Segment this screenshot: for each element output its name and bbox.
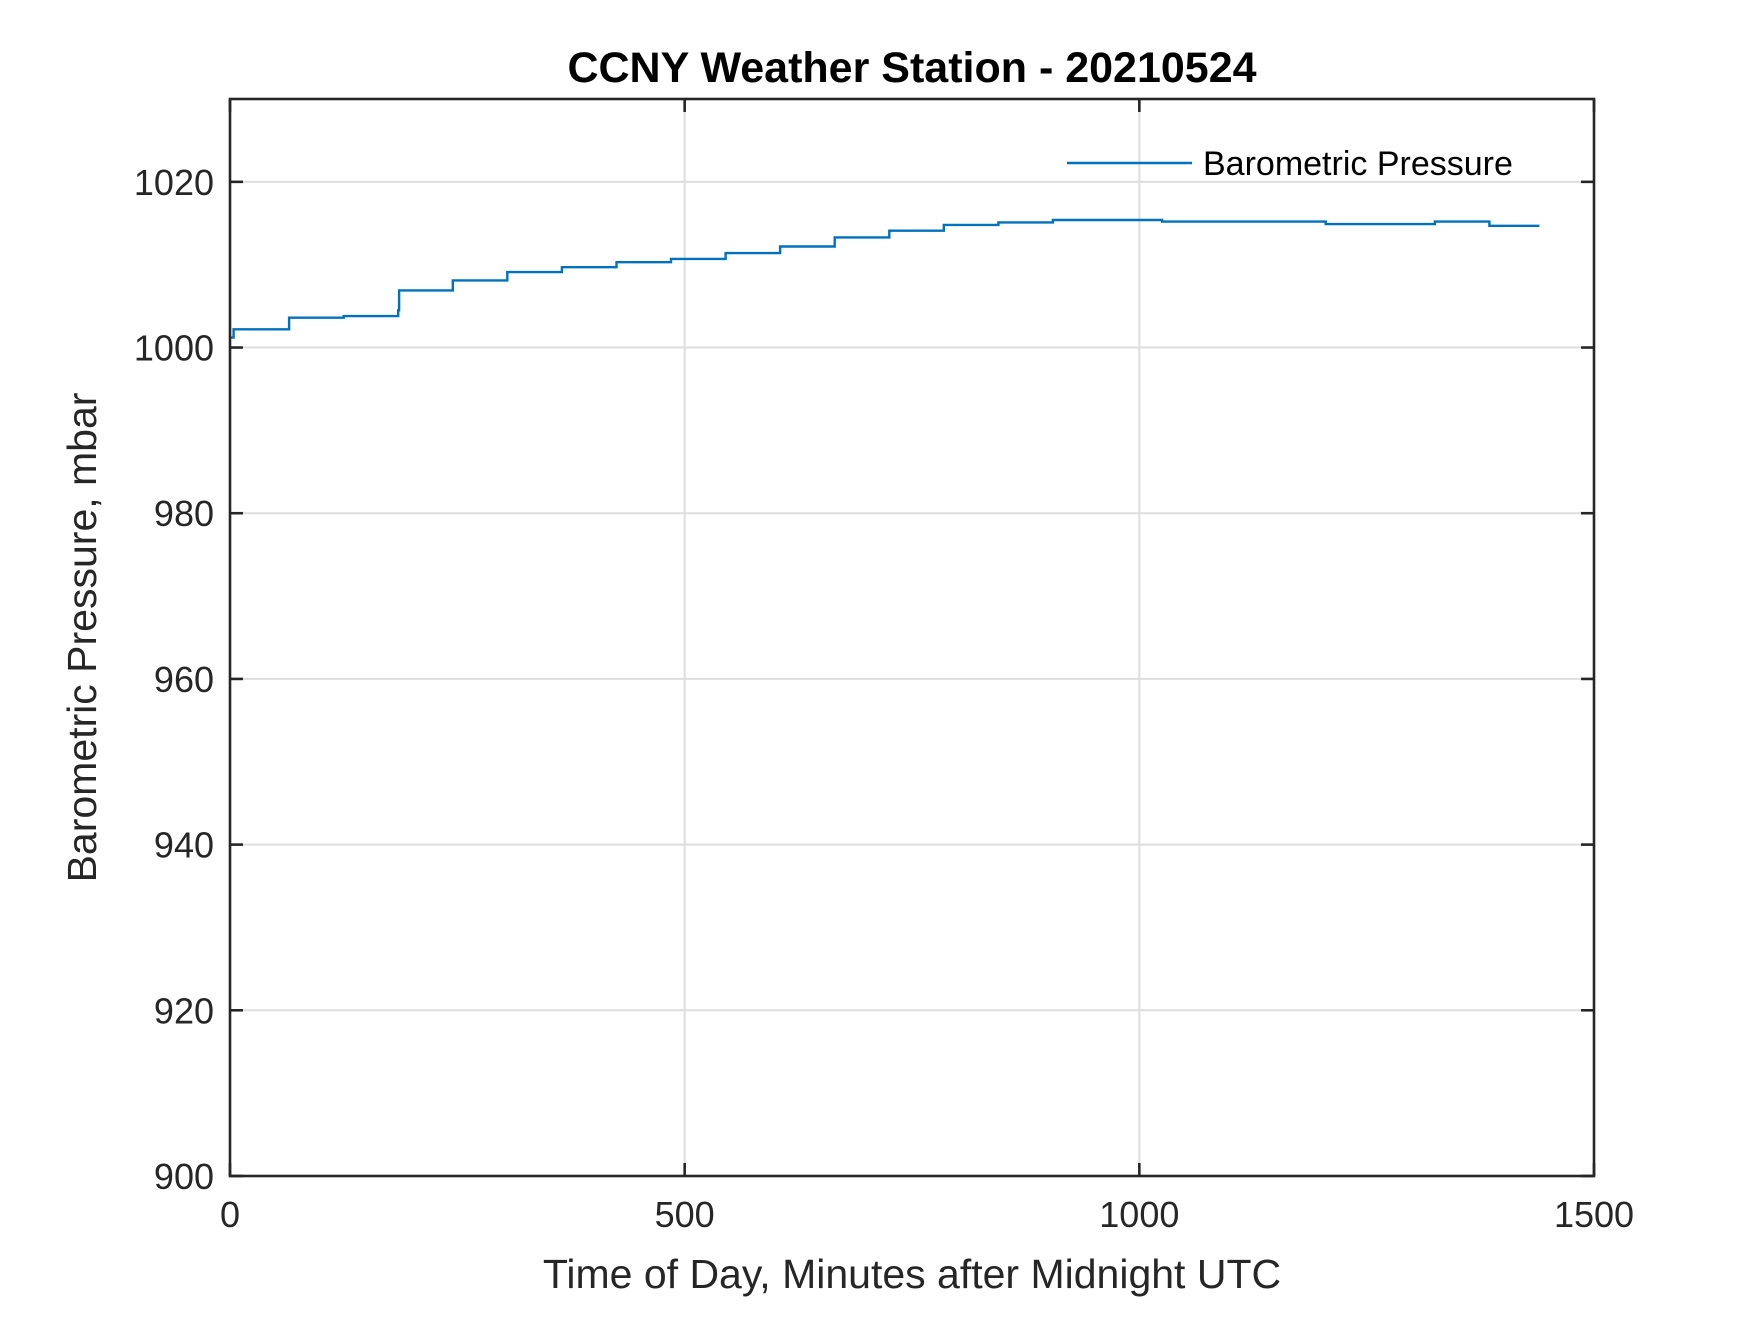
- tick-layer: [228, 99, 1596, 1178]
- series-line-barometric-pressure: [230, 218, 1540, 339]
- y-tick-label: 1020: [134, 162, 214, 203]
- legend: Barometric Pressure: [1067, 145, 1513, 183]
- y-axis-label: Barometric Pressure, mbar: [59, 393, 105, 883]
- legend-label-barometric-pressure: Barometric Pressure: [1203, 145, 1513, 183]
- x-tick-label: 500: [655, 1194, 715, 1235]
- x-tick-label: 1500: [1554, 1194, 1634, 1235]
- chart-title: CCNY Weather Station - 20210524: [567, 44, 1256, 92]
- y-tick-label: 960: [154, 659, 214, 700]
- grid-layer: [230, 99, 1594, 1176]
- y-tick-label: 920: [154, 990, 214, 1031]
- y-tick-label: 1000: [134, 328, 214, 369]
- tick-label-layer: 0 500 1000 1500 900 920 940 960 980 1000 1020: [134, 162, 1634, 1235]
- x-tick-label: 0: [220, 1194, 240, 1235]
- series-layer: [230, 218, 1540, 339]
- y-tick-label: 980: [154, 493, 214, 534]
- x-tick-label: 1000: [1099, 1194, 1179, 1235]
- plot-area-frame: [228, 97, 1596, 1178]
- y-tick-label: 940: [154, 825, 214, 866]
- y-tick-label: 900: [154, 1156, 214, 1197]
- x-axis-label: Time of Day, Minutes after Midnight UTC: [543, 1251, 1281, 1297]
